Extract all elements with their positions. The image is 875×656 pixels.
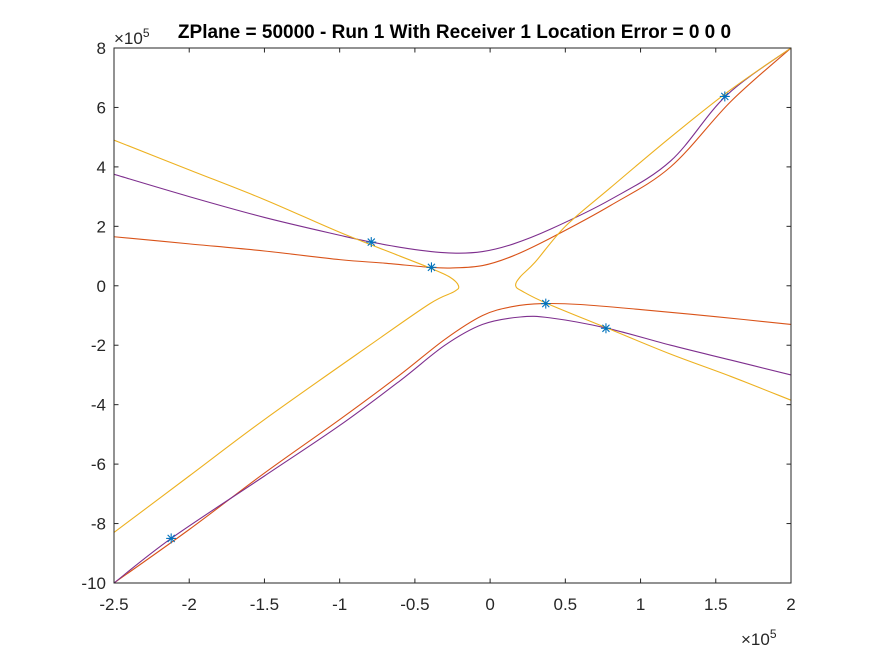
y-tick-label: 2 xyxy=(97,217,106,236)
x-tick-label: 2 xyxy=(786,595,795,614)
marker-point-6 xyxy=(719,91,730,102)
y-exponent-power: 5 xyxy=(143,26,150,40)
x-tick-label: 1.5 xyxy=(704,595,728,614)
marker-point-5 xyxy=(600,323,611,334)
series-line-1 xyxy=(114,48,791,269)
marker-stroke xyxy=(602,324,610,333)
series-line-2 xyxy=(114,302,791,583)
y-tick-label: 6 xyxy=(97,98,106,117)
series-line-6 xyxy=(515,48,791,401)
y-tick-label: 8 xyxy=(97,39,106,58)
marker-point-2 xyxy=(366,237,377,248)
y-tick-label: -4 xyxy=(91,396,106,415)
y-tick-label: 4 xyxy=(97,158,106,177)
x-tick-label: 0.5 xyxy=(554,595,578,614)
y-exponent-base: ×10 xyxy=(114,29,143,48)
y-tick-label: -2 xyxy=(91,336,106,355)
x-exponent-label: ×105 xyxy=(741,627,777,649)
x-tick-label: -1 xyxy=(332,595,347,614)
y-tick-label: -10 xyxy=(81,574,106,593)
series-line-5 xyxy=(114,139,460,533)
y-tick-label: -8 xyxy=(91,515,106,534)
marker-point-1 xyxy=(166,533,177,544)
marker-stroke xyxy=(167,534,176,543)
series-layer xyxy=(114,48,791,583)
marker-point-3 xyxy=(426,262,437,273)
x-exponent-power: 5 xyxy=(770,627,777,641)
axes-box xyxy=(113,47,792,584)
y-tick-label: -6 xyxy=(91,455,106,474)
x-tick-label: -2 xyxy=(182,595,197,614)
y-tick-label: 0 xyxy=(97,277,106,296)
x-tick-label: -1.5 xyxy=(250,595,279,614)
x-tick-label: -2.5 xyxy=(99,595,128,614)
chart-title: ZPlane = 50000 - Run 1 With Receiver 1 L… xyxy=(178,22,731,43)
marker-stroke xyxy=(367,238,376,247)
series-line-3 xyxy=(114,48,791,254)
marker-point-4 xyxy=(540,298,551,309)
x-tick-label: 0 xyxy=(485,595,494,614)
marker-stroke xyxy=(720,92,729,101)
tick-layer: -2.5 -2 -1.5 -1 -0.5 0 0.5 1 1.5 2 -10 -8 -6 -4 -2 0 2 4 6… xyxy=(81,39,795,614)
marker-layer xyxy=(166,91,730,544)
marker-stroke xyxy=(541,299,550,308)
plot-area xyxy=(114,48,791,583)
y-exponent-label: ×105 xyxy=(114,26,150,48)
x-tick-label: 1 xyxy=(636,595,645,614)
series-line-4 xyxy=(114,315,791,583)
x-tick-label: -0.5 xyxy=(400,595,429,614)
marker-stroke xyxy=(427,263,436,272)
x-exponent-base: ×10 xyxy=(741,630,770,649)
